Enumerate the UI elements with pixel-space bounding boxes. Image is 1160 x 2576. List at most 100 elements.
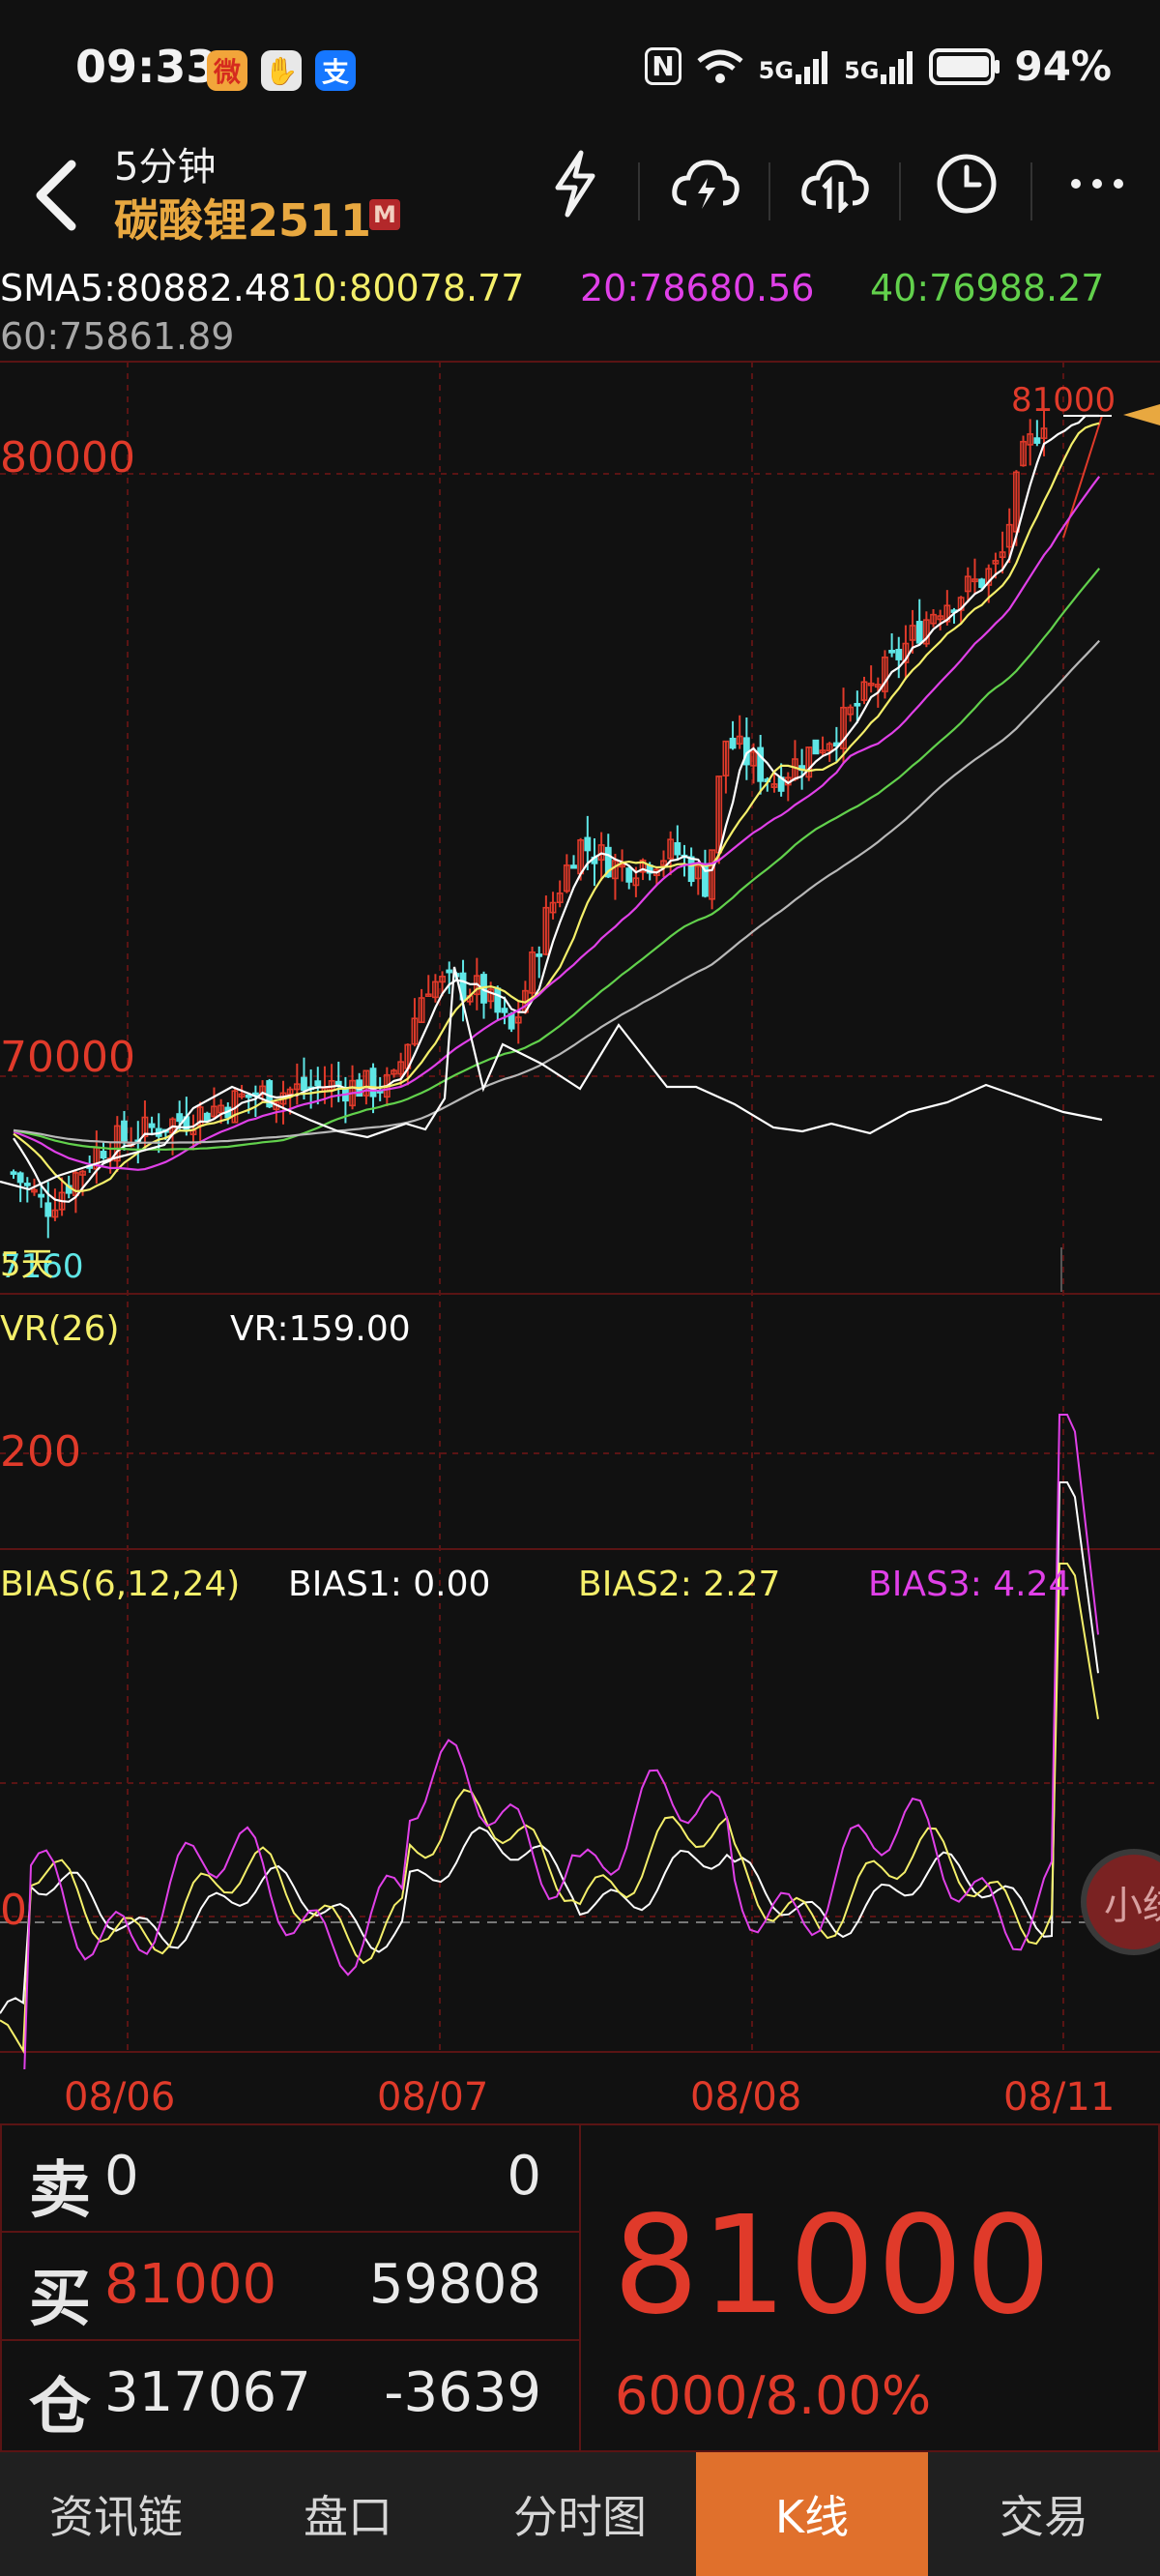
candle-body — [529, 951, 536, 994]
tab-timeshare[interactable]: 分时图 — [513, 2491, 647, 2543]
tab-kline[interactable]: K线 — [696, 2452, 928, 2576]
tab-news-chain[interactable]: 资讯链 — [49, 2491, 183, 2543]
candle-body — [536, 953, 543, 957]
nav-bar: 5分钟 碳酸锂2511 M — [0, 135, 1160, 256]
candle-body — [176, 1113, 184, 1123]
signal-2-label: 5G — [844, 56, 880, 84]
quote-borders — [0, 2123, 1160, 2452]
cloud-sync-icon[interactable] — [797, 145, 874, 222]
candle-body — [1020, 440, 1027, 467]
more-icon[interactable] — [1058, 145, 1136, 222]
candle-body — [218, 1104, 225, 1114]
vr-value: VR:159.00 — [230, 1309, 411, 1349]
ma60-label: 60:75861.89 — [0, 315, 235, 358]
candle-body — [860, 681, 868, 701]
candle-body — [391, 1069, 397, 1075]
candle-body — [964, 575, 972, 593]
candle-body — [38, 1193, 45, 1198]
candle-body — [148, 1123, 156, 1128]
open-interest-row[interactable]: 仓 317067 -3639 — [0, 2340, 580, 2446]
candle-body — [597, 844, 605, 862]
nav-separator — [768, 162, 770, 220]
nav-separator — [1030, 162, 1032, 220]
open-interest-value: 317067 — [104, 2361, 311, 2424]
floating-assistant-button[interactable]: 小统 — [1081, 1849, 1160, 1955]
battery-percent: 94% — [1014, 43, 1112, 90]
tab-trade[interactable]: 交易 — [1000, 2491, 1088, 2543]
symbol-title[interactable]: 碳酸锂2511 — [114, 194, 372, 247]
chart-grid — [0, 361, 1160, 2053]
candle-body — [922, 619, 930, 645]
candle-body — [549, 901, 557, 914]
candle-body — [812, 739, 820, 755]
quote-panel: 卖 0 0 买 81000 59808 仓 317067 -3639 81000… — [0, 2123, 1160, 2452]
date-label-0811: 08/11 — [1003, 2075, 1116, 2120]
signal-1-label: 5G — [758, 56, 795, 84]
candle-body — [895, 649, 903, 660]
candle-body — [238, 1093, 246, 1098]
main-contract-badge: M — [369, 199, 400, 230]
candle-body — [314, 1080, 322, 1087]
candle-body — [882, 656, 888, 692]
candle-body — [203, 1112, 211, 1123]
clock-icon[interactable] — [928, 145, 1005, 222]
candle-body — [286, 1088, 294, 1096]
candle-body — [667, 838, 675, 860]
kline-chart[interactable] — [0, 358, 1160, 2069]
candle-body — [937, 615, 944, 621]
bias3-value: BIAS3: 4.24 — [868, 1565, 1071, 1604]
candle-body — [985, 568, 993, 586]
bias1-line — [0, 1481, 1099, 2014]
candle-body — [840, 706, 847, 749]
candle-body — [702, 865, 709, 897]
bias-name[interactable]: BIAS(6,12,24) — [0, 1565, 241, 1604]
candle-body — [10, 1171, 17, 1175]
sell-row[interactable]: 卖 0 0 — [0, 2123, 580, 2230]
open-interest-change: -3639 — [384, 2361, 541, 2424]
vr-name[interactable]: VR(26) — [0, 1309, 120, 1349]
candle-body — [694, 865, 702, 880]
current-price-marker-icon — [1123, 404, 1160, 425]
candle-body — [722, 740, 730, 776]
candle-body — [819, 749, 826, 754]
candle-body — [44, 1202, 52, 1217]
sell-price: 0 — [104, 2145, 139, 2208]
candle-body — [23, 1183, 31, 1186]
buy-volume: 59808 — [368, 2253, 541, 2316]
cloud-lightning-icon[interactable] — [667, 145, 744, 222]
date-label-0808: 08/08 — [690, 2075, 802, 2120]
candle-body — [639, 859, 647, 873]
tab-order-book[interactable]: 盘口 — [304, 2491, 392, 2543]
candle-body — [141, 1116, 149, 1138]
vr-line — [0, 966, 1103, 1191]
low-prefix-label: 5天 — [0, 1245, 54, 1284]
candle-body — [494, 987, 502, 1013]
candle-body — [542, 906, 550, 955]
sell-volume: 0 — [507, 2145, 541, 2208]
candle-body — [999, 551, 1006, 559]
candle-body — [556, 893, 564, 904]
candle-body — [1012, 471, 1020, 533]
candle-body — [867, 682, 875, 687]
candle-body — [16, 1172, 24, 1184]
candle-body — [31, 1188, 38, 1193]
ma20-label: 20:78680.56 — [580, 267, 815, 309]
back-arrow-icon[interactable] — [27, 157, 85, 234]
candle-body — [508, 1012, 515, 1030]
candle-body — [362, 1069, 370, 1097]
candle-body — [487, 988, 495, 1003]
candle-body — [826, 743, 833, 752]
lightning-icon[interactable] — [536, 145, 614, 222]
candle-body — [992, 560, 1000, 565]
sma5-label: SMA5:80882.48 — [0, 267, 292, 309]
buy-row[interactable]: 买 81000 59808 — [0, 2232, 580, 2338]
buy-price: 81000 — [104, 2253, 277, 2316]
candle-body — [874, 684, 882, 688]
alipay-icon: 支 — [315, 50, 356, 91]
ma40-label: 40:76988.27 — [870, 267, 1105, 309]
status-right: N 5G 5G 94% — [645, 43, 1112, 90]
period-label[interactable]: 5分钟 — [114, 145, 217, 190]
bias1-value: BIAS1: 0.00 — [288, 1565, 491, 1604]
candle-body — [424, 993, 432, 998]
candle-body — [301, 1076, 307, 1092]
